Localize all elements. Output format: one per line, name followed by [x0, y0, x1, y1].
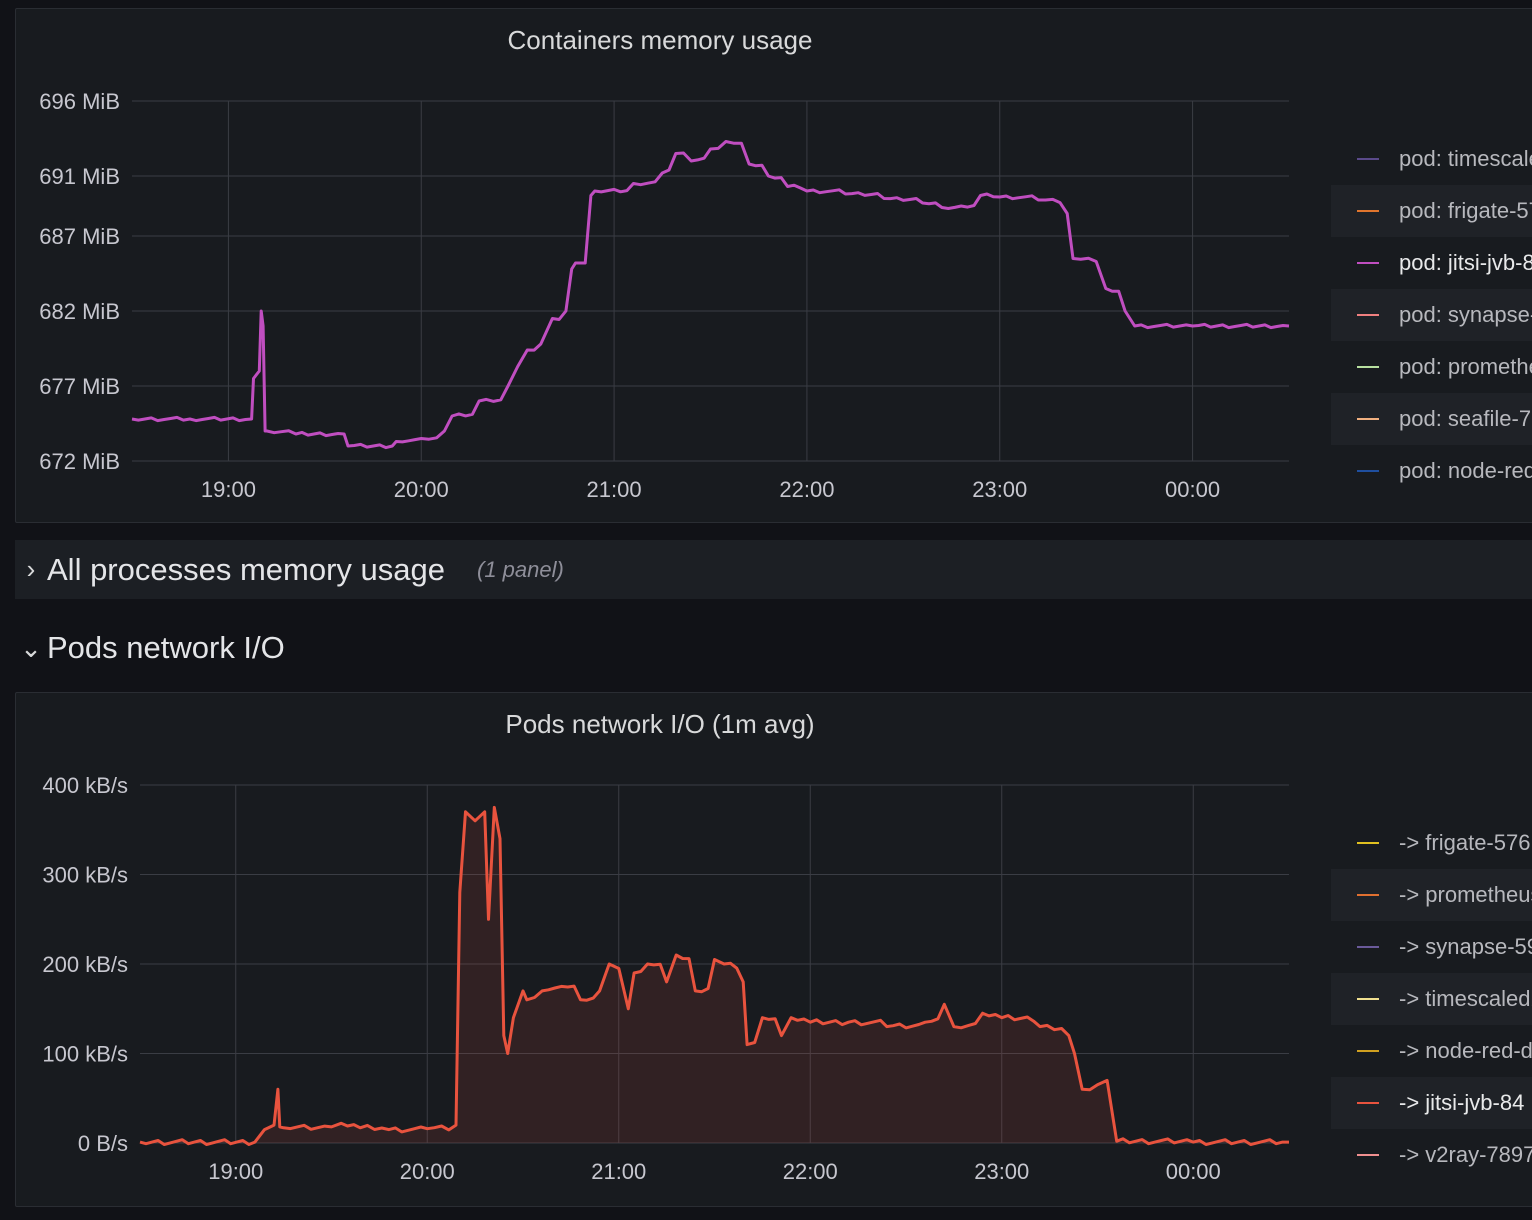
legend-item[interactable]: -> node-red-d [1331, 1025, 1532, 1077]
legend-label: pod: seafile-7 [1399, 406, 1532, 431]
legend-label: pod: synapse-59 [1399, 302, 1532, 327]
legend-color-swatch [1357, 998, 1379, 1000]
legend-color-swatch [1357, 1154, 1379, 1156]
y-tick-label: 672 MiB [39, 449, 120, 474]
y-tick-label: 400 kB/s [42, 773, 128, 798]
legend-item[interactable]: pod: frigate-576 [1331, 185, 1532, 237]
legend-color-swatch [1357, 894, 1379, 896]
y-tick-label: 682 MiB [39, 299, 120, 324]
x-tick-label: 21:00 [591, 1159, 646, 1184]
series-area-fill [140, 807, 1289, 1145]
legend-item[interactable]: -> synapse-59 [1331, 921, 1532, 973]
legend-label: pod: frigate-576 [1399, 198, 1532, 223]
x-tick-label: 23:00 [972, 477, 1027, 502]
chevron-down-icon: ⌄ [20, 632, 42, 663]
row-panel-count: (1 panel) [477, 556, 564, 582]
legend-color-swatch [1357, 262, 1379, 264]
memory-usage-chart[interactable]: 696 MiB 691 MiB 687 MiB 682 MiB 677 MiB 672 M… [16, 9, 1316, 523]
x-tick-label: 22:00 [779, 477, 834, 502]
legend-color-swatch [1357, 1050, 1379, 1052]
row-title: All processes memory usage [47, 551, 445, 587]
series-line [131, 140, 1290, 450]
memory-usage-panel: Containers memory usage 696 MiB 691 MiB 68… [15, 8, 1532, 523]
x-tick-label: 22:00 [783, 1159, 838, 1184]
x-tick-label: 21:00 [587, 477, 642, 502]
legend-color-swatch [1357, 314, 1379, 316]
panel-title[interactable]: Containers memory usage [507, 25, 813, 55]
legend-color-swatch [1357, 946, 1379, 948]
chevron-right-icon: › [26, 554, 36, 584]
legend-label: -> frigate-576 [1399, 830, 1531, 855]
legend-color-swatch [1357, 158, 1379, 160]
legend-color-swatch [1357, 470, 1379, 472]
network-io-chart[interactable]: 400 kB/s 300 kB/s 200 kB/s 100 kB/s 0 B/s 19:… [16, 693, 1316, 1207]
legend-item[interactable]: -> jitsi-jvb-84 [1331, 1077, 1532, 1129]
y-tick-label: 0 B/s [78, 1131, 128, 1156]
y-tick-label: 677 MiB [39, 374, 120, 399]
y-tick-label: 696 MiB [39, 89, 120, 114]
legend-color-swatch [1357, 1102, 1379, 1104]
series-line [139, 805, 1289, 1146]
legend-label: pod: node-red [1399, 458, 1532, 483]
memory-legend: pod: timescaledb-0 pod: frigate-576 pod: j… [1331, 133, 1532, 497]
x-tick-label: 20:00 [400, 1159, 455, 1184]
legend-item[interactable]: pod: prometheus [1331, 341, 1532, 393]
row-all-processes-memory[interactable]: › All processes memory usage (1 panel) [15, 540, 1532, 599]
legend-label: -> timescaledb [1399, 986, 1532, 1011]
x-tick-label: 00:00 [1165, 477, 1220, 502]
x-tick-label: 19:00 [201, 477, 256, 502]
y-tick-label: 691 MiB [39, 164, 120, 189]
panel-title[interactable]: Pods network I/O (1m avg) [505, 709, 815, 739]
legend-label: -> prometheus [1399, 882, 1532, 907]
legend-label: pod: timescaledb-0 [1399, 146, 1532, 171]
legend-label: -> node-red-d [1399, 1038, 1532, 1063]
network-legend: -> frigate-576 -> prometheus -> synapse-59… [1331, 817, 1532, 1181]
x-tick-label: 19:00 [208, 1159, 263, 1184]
legend-label: -> jitsi-jvb-84 [1399, 1090, 1525, 1115]
legend-label: pod: prometheus [1399, 354, 1532, 379]
legend-item[interactable]: pod: timescaledb-0 [1331, 133, 1532, 185]
x-tick-label: 20:00 [394, 477, 449, 502]
legend-item[interactable]: -> v2ray-7897 [1331, 1129, 1532, 1181]
legend-item[interactable]: pod: node-red [1331, 445, 1532, 497]
legend-item[interactable]: pod: jitsi-jvb-84 [1331, 237, 1532, 289]
row-pods-network-io[interactable]: ⌄ Pods network I/O [15, 620, 1532, 676]
y-tick-label: 100 kB/s [42, 1042, 128, 1067]
legend-item[interactable]: -> timescaledb [1331, 973, 1532, 1025]
legend-color-swatch [1357, 842, 1379, 844]
pods-network-panel: Pods network I/O (1m avg) 400 kB/s 300 kB… [15, 692, 1532, 1207]
y-tick-label: 200 kB/s [42, 952, 128, 977]
legend-label: -> v2ray-7897 [1399, 1142, 1532, 1167]
legend-item[interactable]: pod: seafile-7 [1331, 393, 1532, 445]
legend-color-swatch [1357, 366, 1379, 368]
legend-item[interactable]: -> frigate-576 [1331, 817, 1532, 869]
row-title: Pods network I/O [47, 630, 285, 665]
x-tick-label: 00:00 [1166, 1159, 1221, 1184]
legend-label: -> synapse-59 [1399, 934, 1532, 959]
y-tick-label: 687 MiB [39, 224, 120, 249]
x-tick-label: 23:00 [974, 1159, 1029, 1184]
y-tick-label: 300 kB/s [42, 863, 128, 888]
legend-item[interactable]: pod: synapse-59 [1331, 289, 1532, 341]
legend-color-swatch [1357, 418, 1379, 420]
legend-label: pod: jitsi-jvb-84 [1399, 250, 1532, 275]
legend-item[interactable]: -> prometheus [1331, 869, 1532, 921]
legend-color-swatch [1357, 210, 1379, 212]
